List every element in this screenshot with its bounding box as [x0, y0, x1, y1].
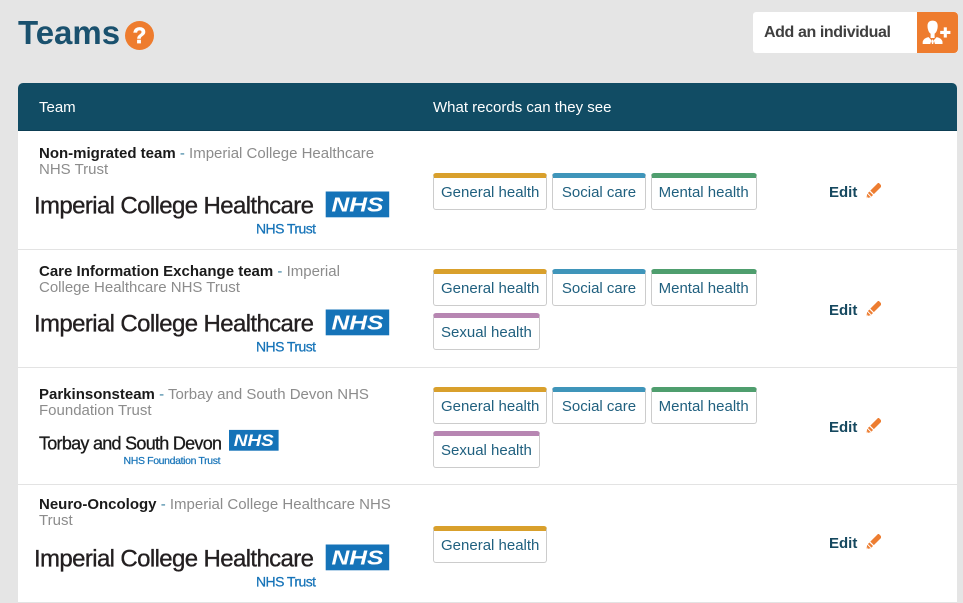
svg-text:NHS Foundation Trust: NHS Foundation Trust — [124, 455, 221, 466]
svg-text:NHS: NHS — [332, 312, 384, 335]
svg-text:Imperial College Healthcare: Imperial College Healthcare — [34, 311, 314, 338]
svg-text:NHS: NHS — [332, 547, 384, 570]
svg-text:NHS: NHS — [234, 431, 274, 450]
svg-text:NHS Trust: NHS Trust — [256, 574, 316, 588]
svg-text:NHS: NHS — [332, 194, 384, 217]
svg-text:NHS Trust: NHS Trust — [256, 339, 316, 353]
svg-text:NHS Trust: NHS Trust — [256, 221, 316, 235]
svg-text:Imperial College Healthcare: Imperial College Healthcare — [34, 546, 314, 573]
svg-text:Torbay and South Devon: Torbay and South Devon — [39, 433, 222, 453]
svg-text:Imperial College Healthcare: Imperial College Healthcare — [34, 193, 314, 220]
